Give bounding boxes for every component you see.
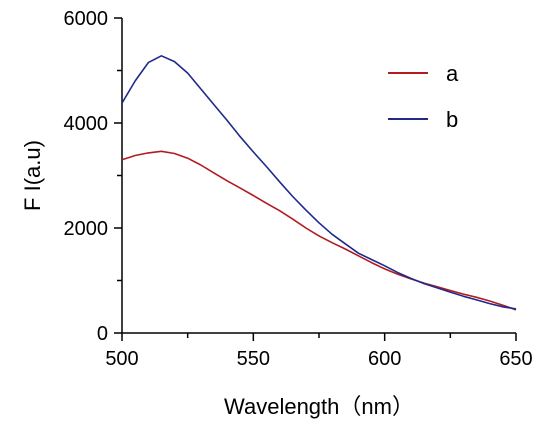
y-tick-label: 6000 xyxy=(64,8,109,30)
x-axis-label: Wavelength（nm） xyxy=(224,394,414,419)
x-tick-label: 650 xyxy=(499,348,532,370)
series-lines xyxy=(121,54,517,311)
x-tick-label: 600 xyxy=(368,348,401,370)
tick-marks xyxy=(114,17,517,341)
y-tick-label: 2000 xyxy=(64,218,109,240)
series-line-b xyxy=(121,54,517,310)
legend-label-b: b xyxy=(446,107,458,132)
legend-label-a: a xyxy=(446,61,459,86)
series-line-a xyxy=(121,150,517,311)
tick-labels: 500 550 600 650 0 2000 4000 6000 xyxy=(64,8,533,370)
y-axis-label: F I(a.u) xyxy=(20,140,45,211)
y-tick-label: 0 xyxy=(97,323,108,345)
y-tick-label: 4000 xyxy=(64,113,109,135)
x-tick-label: 500 xyxy=(105,348,138,370)
x-tick-label: 550 xyxy=(237,348,270,370)
legend: ab xyxy=(388,61,459,132)
